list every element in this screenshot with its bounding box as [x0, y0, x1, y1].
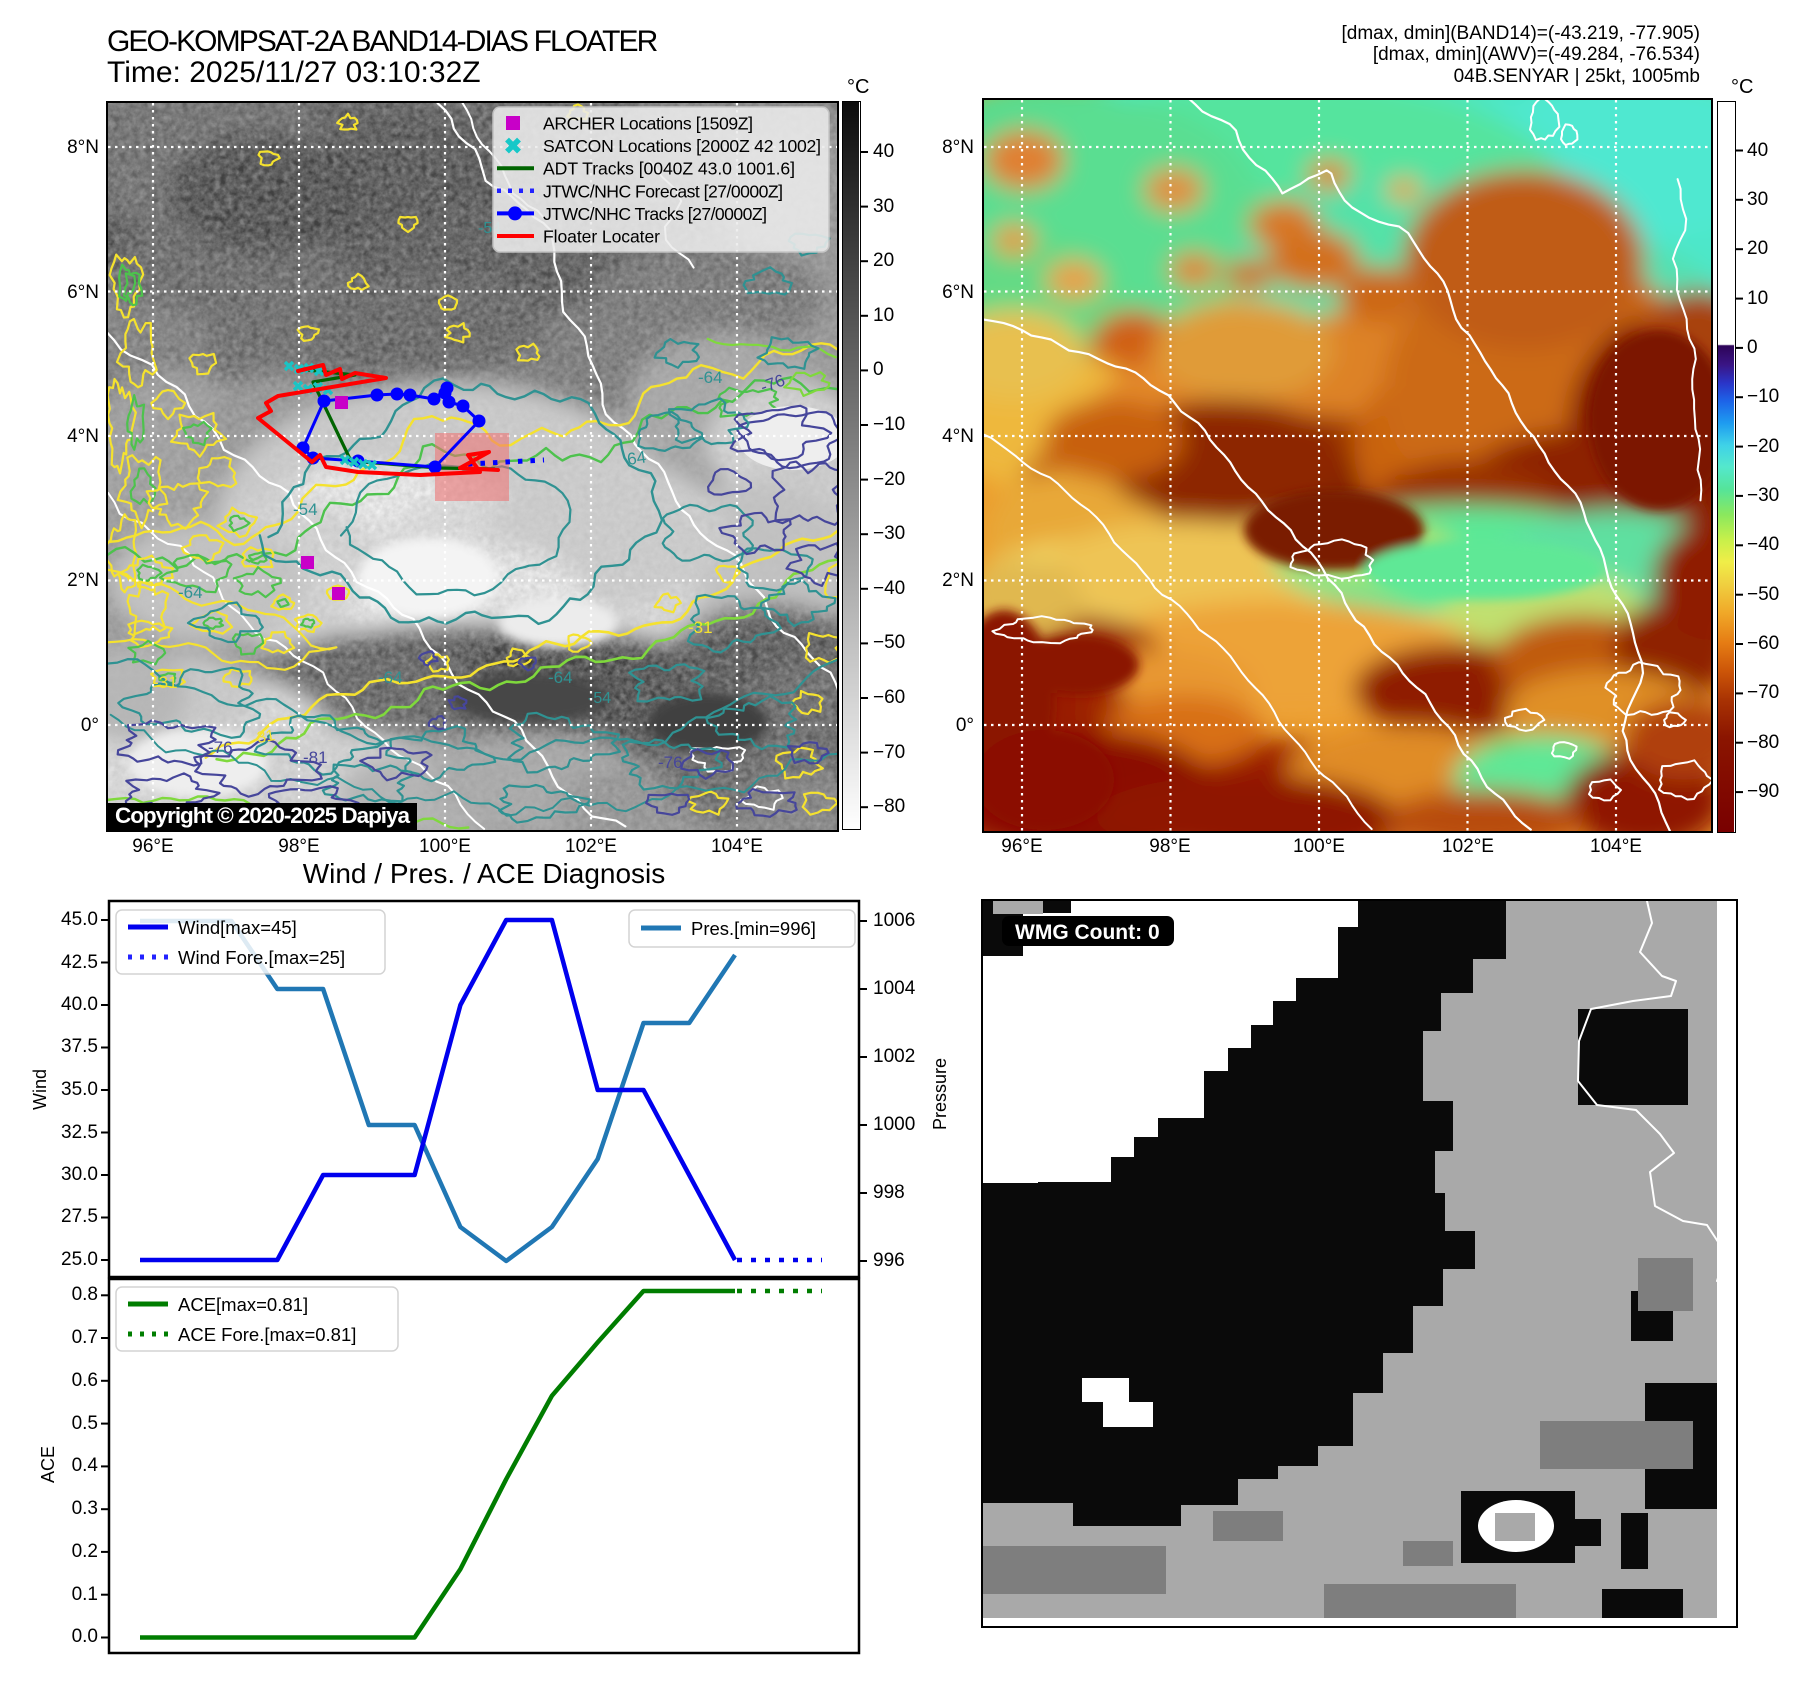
svg-text:31: 31: [256, 727, 277, 747]
svg-text:-54: -54: [293, 500, 318, 519]
svg-text:SATCON Locations [2000Z 42 100: SATCON Locations [2000Z 42 1002]: [543, 136, 821, 156]
svg-text:ARCHER Locations [1509Z]: ARCHER Locations [1509Z]: [543, 114, 753, 134]
svg-text:-81: -81: [303, 748, 328, 767]
svg-text:-76: -76: [208, 738, 233, 757]
svg-text:ACE[max=0.81]: ACE[max=0.81]: [178, 1294, 308, 1315]
svg-text:JTWC/NHC Tracks [27/0000Z]: JTWC/NHC Tracks [27/0000Z]: [543, 204, 767, 224]
svg-text:-64: -64: [548, 668, 573, 687]
svg-text:-64: -64: [378, 668, 403, 687]
svg-text:Wind[max=45]: Wind[max=45]: [178, 917, 297, 938]
svg-text:Floater Locater: Floater Locater: [543, 227, 660, 247]
svg-text:-31: -31: [688, 618, 713, 637]
svg-text:Wind Fore.[max=25]: Wind Fore.[max=25]: [178, 947, 345, 968]
svg-text:Copyright © 2020-2025 Dapiya: Copyright © 2020-2025 Dapiya: [115, 803, 410, 828]
svg-text:Pres.[min=996]: Pres.[min=996]: [691, 918, 816, 939]
svg-text:ADT Tracks [0040Z 43.0 1001.6]: ADT Tracks [0040Z 43.0 1001.6]: [543, 159, 795, 179]
svg-text:-64: -64: [698, 368, 723, 387]
svg-text:-76: -76: [658, 753, 683, 772]
svg-text:JTWC/NHC Forecast [27/0000Z]: JTWC/NHC Forecast [27/0000Z]: [543, 181, 783, 201]
svg-text:-64: -64: [178, 583, 203, 602]
svg-text:64: 64: [626, 448, 647, 469]
svg-text:-54: -54: [588, 690, 611, 707]
svg-text:-31: -31: [153, 673, 178, 692]
svg-text:WMG Count: 0: WMG Count: 0: [1015, 921, 1160, 944]
svg-text:ACE Fore.[max=0.81]: ACE Fore.[max=0.81]: [178, 1324, 356, 1345]
